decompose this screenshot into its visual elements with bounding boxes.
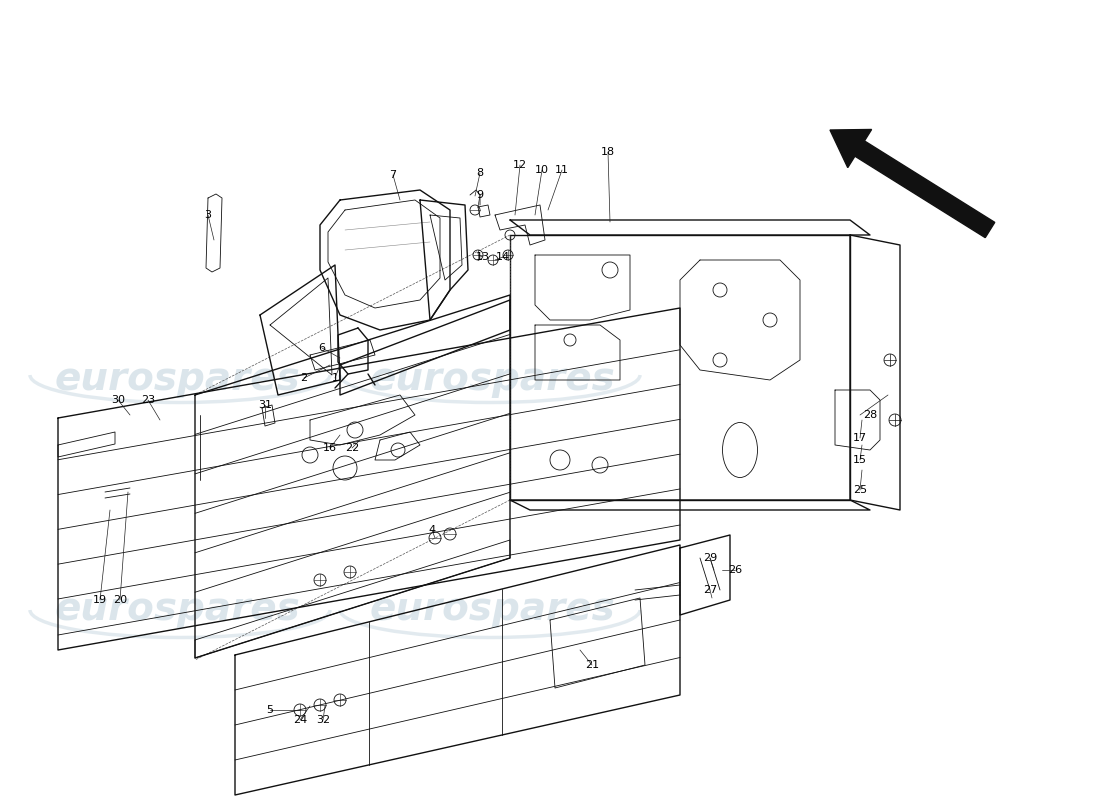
- Text: 23: 23: [141, 395, 155, 405]
- Text: 13: 13: [476, 252, 490, 262]
- Text: 11: 11: [556, 165, 569, 175]
- Text: 7: 7: [389, 170, 397, 180]
- Text: 5: 5: [266, 705, 274, 715]
- Text: 22: 22: [345, 443, 359, 453]
- Text: 16: 16: [323, 443, 337, 453]
- Text: 1: 1: [331, 373, 339, 383]
- Text: 2: 2: [300, 373, 308, 383]
- Text: eurospares: eurospares: [55, 360, 300, 398]
- Text: 27: 27: [703, 585, 717, 595]
- Text: 9: 9: [476, 190, 484, 200]
- Text: 32: 32: [316, 715, 330, 725]
- Text: 10: 10: [535, 165, 549, 175]
- Text: 21: 21: [585, 660, 600, 670]
- Text: 25: 25: [852, 485, 867, 495]
- Text: 20: 20: [113, 595, 128, 605]
- Text: 4: 4: [428, 525, 436, 535]
- Text: 30: 30: [111, 395, 125, 405]
- Text: eurospares: eurospares: [370, 590, 616, 628]
- Text: 31: 31: [258, 400, 272, 410]
- Text: 26: 26: [728, 565, 743, 575]
- Text: 12: 12: [513, 160, 527, 170]
- Text: 19: 19: [92, 595, 107, 605]
- Text: 3: 3: [205, 210, 211, 220]
- FancyArrow shape: [830, 130, 994, 238]
- Text: eurospares: eurospares: [370, 360, 616, 398]
- Text: 29: 29: [703, 553, 717, 563]
- Text: 24: 24: [293, 715, 307, 725]
- Text: 15: 15: [852, 455, 867, 465]
- Text: eurospares: eurospares: [55, 590, 300, 628]
- Text: 14: 14: [496, 252, 510, 262]
- Text: 17: 17: [852, 433, 867, 443]
- Text: 18: 18: [601, 147, 615, 157]
- Text: 28: 28: [862, 410, 877, 420]
- Text: 6: 6: [319, 343, 326, 353]
- Text: 8: 8: [476, 168, 484, 178]
